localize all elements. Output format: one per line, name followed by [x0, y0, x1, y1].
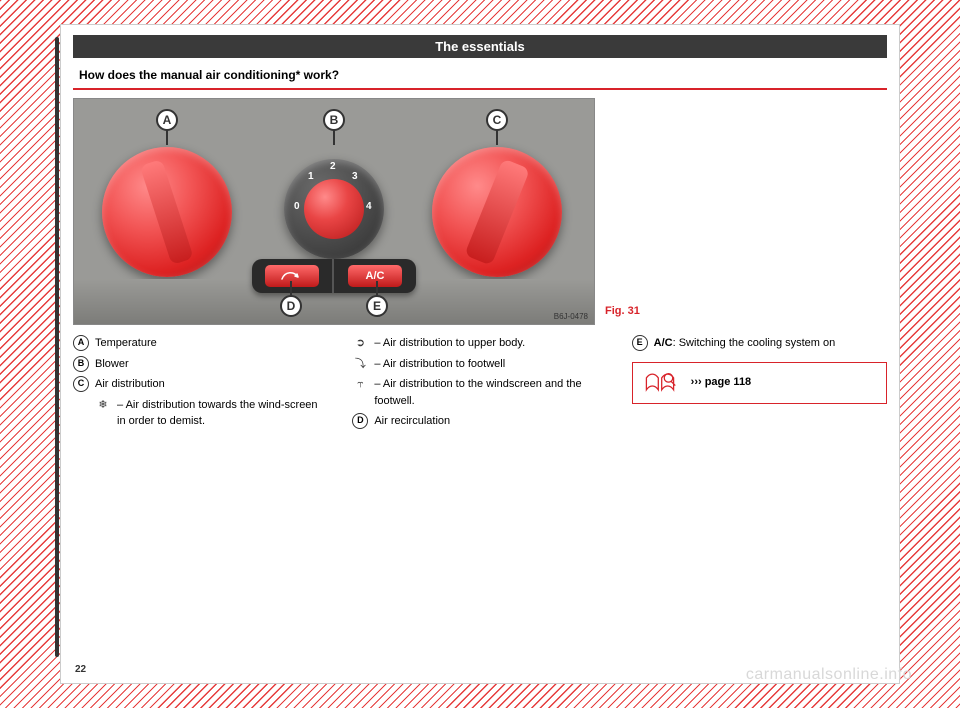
- climate-panel-illustration: A B C 0 1 2 3 4: [74, 99, 594, 324]
- legend-text: Air distribution: [95, 376, 165, 393]
- reference-text: ››› page 118: [691, 374, 752, 391]
- callout-E: E: [366, 295, 388, 317]
- legend-item: ➲ – Air distribution to upper body.: [352, 335, 607, 352]
- button-bar: A/C: [252, 259, 416, 293]
- figure-label: Fig. 31: [605, 305, 887, 317]
- legend-badge-E: E: [632, 335, 648, 351]
- legend-badge-D: D: [352, 413, 368, 429]
- header-bar: The essentials: [73, 35, 887, 58]
- legend-item: D Air recirculation: [352, 413, 607, 430]
- defrost-icon: ❄: [95, 397, 111, 414]
- legend-text: – Air distribution to upper body.: [374, 335, 525, 352]
- recirculation-icon: [265, 265, 319, 287]
- figure-box: A B C 0 1 2 3 4: [73, 98, 595, 325]
- legend-item: B Blower: [73, 356, 328, 373]
- footwell-icon: ⤵: [352, 356, 368, 373]
- legend-text: – Air distribution towards the wind-scre…: [117, 397, 328, 430]
- ac-label: A/C: [348, 265, 402, 287]
- watermark: carmanualsonline.info: [746, 666, 912, 684]
- reference-box: ››› page 118: [632, 362, 887, 404]
- legend-text: Air recirculation: [374, 413, 450, 430]
- legend-text: Temperature: [95, 335, 157, 352]
- air-distribution-dial: [432, 147, 562, 277]
- legend-badge-B: B: [73, 356, 89, 372]
- callout-B: B: [323, 109, 345, 131]
- temperature-dial: [102, 147, 232, 277]
- manual-page: The essentials How does the manual air c…: [60, 24, 900, 684]
- legend-item: ❄ – Air distribution towards the wind-scr…: [73, 397, 328, 430]
- legend-text: Blower: [95, 356, 129, 373]
- legend-col-3: E A/C: Switching the cooling system on ›…: [632, 335, 887, 434]
- legend-item: ⥾ – Air distribution to the windscreen an…: [352, 376, 607, 409]
- blower-dial: 0 1 2 3 4: [284, 159, 384, 259]
- screen-footwell-icon: ⥾: [352, 376, 368, 393]
- blower-label-3: 3: [352, 171, 358, 182]
- legend-col-2: ➲ – Air distribution to upper body. ⤵ – Ai…: [352, 335, 607, 434]
- callout-C: C: [486, 109, 508, 131]
- blower-label-0: 0: [294, 201, 300, 212]
- legend-item: A Temperature: [73, 335, 328, 352]
- section-title: How does the manual air conditioning* wo…: [73, 62, 887, 90]
- callout-A: A: [156, 109, 178, 131]
- upper-body-icon: ➲: [352, 335, 368, 352]
- legend-text: – Air distribution to the windscreen and…: [374, 376, 607, 409]
- ac-button: A/C: [334, 259, 416, 293]
- book-icon: [643, 371, 677, 395]
- legend-text: – Air distribution to footwell: [374, 356, 505, 373]
- figure-credit: B6J-0478: [554, 312, 588, 321]
- content-area: A B C 0 1 2 3 4: [73, 98, 887, 434]
- blower-label-4: 4: [366, 201, 372, 212]
- callout-D: D: [280, 295, 302, 317]
- legend: A Temperature B Blower C Air distribution ❄…: [73, 335, 887, 434]
- legend-text: A/C: Switching the cooling system on: [654, 335, 836, 352]
- legend-item: ⤵ – Air distribution to footwell: [352, 356, 607, 373]
- blower-label-2: 2: [330, 161, 336, 172]
- legend-badge-A: A: [73, 335, 89, 351]
- page-number: 22: [75, 664, 86, 675]
- legend-item: E A/C: Switching the cooling system on: [632, 335, 887, 352]
- legend-col-1: A Temperature B Blower C Air distribution ❄…: [73, 335, 328, 434]
- blower-label-1: 1: [308, 171, 314, 182]
- recirculation-button: [252, 259, 334, 293]
- legend-badge-C: C: [73, 376, 89, 392]
- legend-item: C Air distribution: [73, 376, 328, 393]
